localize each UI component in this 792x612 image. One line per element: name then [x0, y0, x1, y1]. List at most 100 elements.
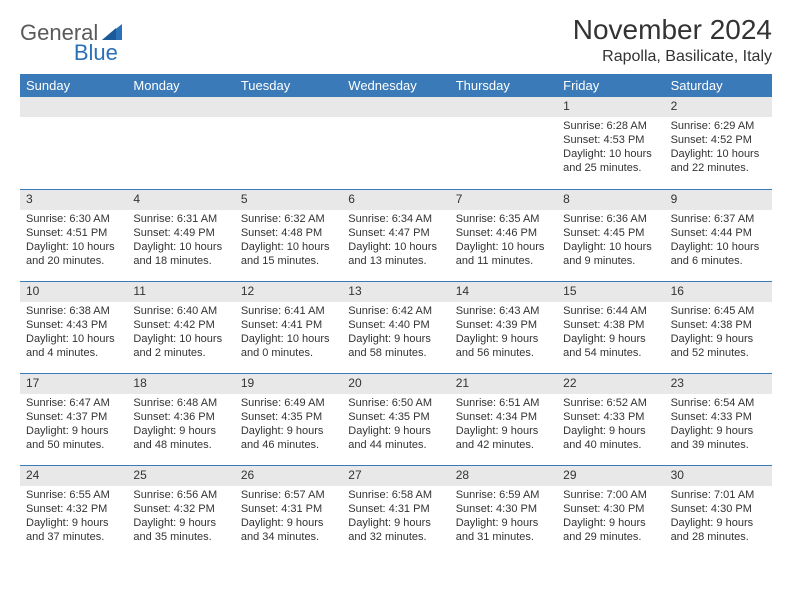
daylight-line: Daylight: 9 hours and 50 minutes.	[26, 424, 121, 453]
day-details: Sunrise: 6:47 AMSunset: 4:37 PMDaylight:…	[20, 394, 127, 457]
day-details: Sunrise: 6:30 AMSunset: 4:51 PMDaylight:…	[20, 210, 127, 273]
calendar-cell: 25 Sunrise: 6:56 AMSunset: 4:32 PMDayligh…	[127, 465, 234, 557]
day-number: 16	[665, 282, 772, 302]
day-details: Sunrise: 6:44 AMSunset: 4:38 PMDaylight:…	[557, 302, 664, 365]
day-number: 29	[557, 466, 664, 486]
daylight-line: Daylight: 10 hours and 6 minutes.	[671, 240, 766, 269]
sunrise-line: Sunrise: 6:56 AM	[133, 488, 228, 502]
sunset-line: Sunset: 4:48 PM	[241, 226, 336, 240]
calendar-cell: 3Sunrise: 6:30 AMSunset: 4:51 PMDaylight…	[20, 189, 127, 281]
day-number: 25	[127, 466, 234, 486]
sunset-line: Sunset: 4:38 PM	[563, 318, 658, 332]
day-number: 23	[665, 374, 772, 394]
day-header-fri: Friday	[557, 74, 664, 97]
daylight-line: Daylight: 9 hours and 35 minutes.	[133, 516, 228, 545]
sunrise-line: Sunrise: 6:45 AM	[671, 304, 766, 318]
calendar-cell: 21Sunrise: 6:51 AMSunset: 4:34 PMDayligh…	[450, 373, 557, 465]
sunrise-line: Sunrise: 6:47 AM	[26, 396, 121, 410]
day-details: Sunrise: 6:40 AMSunset: 4:42 PMDaylight:…	[127, 302, 234, 365]
sunrise-line: Sunrise: 6:59 AM	[456, 488, 551, 502]
day-number: 24	[20, 466, 127, 486]
calendar-header-row: Sunday Monday Tuesday Wednesday Thursday…	[20, 74, 772, 97]
sunrise-line: Sunrise: 6:32 AM	[241, 212, 336, 226]
day-number	[342, 97, 449, 117]
daylight-line: Daylight: 10 hours and 18 minutes.	[133, 240, 228, 269]
sunrise-line: Sunrise: 7:00 AM	[563, 488, 658, 502]
sunset-line: Sunset: 4:43 PM	[26, 318, 121, 332]
daylight-line: Daylight: 10 hours and 0 minutes.	[241, 332, 336, 361]
sunset-line: Sunset: 4:35 PM	[348, 410, 443, 424]
sunset-line: Sunset: 4:52 PM	[671, 133, 766, 147]
calendar-cell: 29Sunrise: 7:00 AMSunset: 4:30 PMDayligh…	[557, 465, 664, 557]
sunrise-line: Sunrise: 6:54 AM	[671, 396, 766, 410]
day-number: 19	[235, 374, 342, 394]
daylight-line: Daylight: 9 hours and 39 minutes.	[671, 424, 766, 453]
sunrise-line: Sunrise: 6:31 AM	[133, 212, 228, 226]
day-number: 6	[342, 190, 449, 210]
day-details: Sunrise: 6:58 AMSunset: 4:31 PMDaylight:…	[342, 486, 449, 549]
calendar-cell: 23Sunrise: 6:54 AMSunset: 4:33 PMDayligh…	[665, 373, 772, 465]
sunrise-line: Sunrise: 6:42 AM	[348, 304, 443, 318]
day-number: 20	[342, 374, 449, 394]
day-details: Sunrise: 7:00 AMSunset: 4:30 PMDaylight:…	[557, 486, 664, 549]
sunset-line: Sunset: 4:40 PM	[348, 318, 443, 332]
logo-blue-text: GeneBlue	[20, 40, 772, 66]
day-number: 13	[342, 282, 449, 302]
day-details: Sunrise: 6:34 AMSunset: 4:47 PMDaylight:…	[342, 210, 449, 273]
day-details: Sunrise: 6:50 AMSunset: 4:35 PMDaylight:…	[342, 394, 449, 457]
day-number: 8	[557, 190, 664, 210]
sunset-line: Sunset: 4:31 PM	[241, 502, 336, 516]
day-details: Sunrise: 6:29 AMSunset: 4:52 PMDaylight:…	[665, 117, 772, 180]
daylight-line: Daylight: 10 hours and 13 minutes.	[348, 240, 443, 269]
daylight-line: Daylight: 9 hours and 34 minutes.	[241, 516, 336, 545]
sunrise-line: Sunrise: 6:35 AM	[456, 212, 551, 226]
day-number: 15	[557, 282, 664, 302]
sunset-line: Sunset: 4:45 PM	[563, 226, 658, 240]
day-header-wed: Wednesday	[342, 74, 449, 97]
calendar-page: General November 2024 Rapolla, Basilicat…	[0, 0, 792, 557]
sunset-line: Sunset: 4:47 PM	[348, 226, 443, 240]
sunset-line: Sunset: 4:42 PM	[133, 318, 228, 332]
day-number: 1	[557, 97, 664, 117]
calendar-cell: 2Sunrise: 6:29 AMSunset: 4:52 PMDaylight…	[665, 97, 772, 189]
day-number: 22	[557, 374, 664, 394]
day-details: Sunrise: 6:32 AMSunset: 4:48 PMDaylight:…	[235, 210, 342, 273]
sunrise-line: Sunrise: 6:55 AM	[26, 488, 121, 502]
sunrise-line: Sunrise: 6:49 AM	[241, 396, 336, 410]
sunset-line: Sunset: 4:41 PM	[241, 318, 336, 332]
daylight-line: Daylight: 9 hours and 31 minutes.	[456, 516, 551, 545]
calendar-cell: 24Sunrise: 6:55 AMSunset: 4:32 PMDayligh…	[20, 465, 127, 557]
sunrise-line: Sunrise: 6:36 AM	[563, 212, 658, 226]
sunset-line: Sunset: 4:36 PM	[133, 410, 228, 424]
calendar-cell: 7Sunrise: 6:35 AMSunset: 4:46 PMDaylight…	[450, 189, 557, 281]
sunset-line: Sunset: 4:46 PM	[456, 226, 551, 240]
sunset-line: Sunset: 4:30 PM	[671, 502, 766, 516]
daylight-line: Daylight: 9 hours and 28 minutes.	[671, 516, 766, 545]
daylight-line: Daylight: 9 hours and 48 minutes.	[133, 424, 228, 453]
day-details: Sunrise: 6:55 AMSunset: 4:32 PMDaylight:…	[20, 486, 127, 549]
calendar-cell: 8Sunrise: 6:36 AMSunset: 4:45 PMDaylight…	[557, 189, 664, 281]
sunrise-line: Sunrise: 6:29 AM	[671, 119, 766, 133]
day-details: Sunrise: 7:01 AMSunset: 4:30 PMDaylight:…	[665, 486, 772, 549]
day-header-sun: Sunday	[20, 74, 127, 97]
sunrise-line: Sunrise: 6:52 AM	[563, 396, 658, 410]
daylight-line: Daylight: 10 hours and 20 minutes.	[26, 240, 121, 269]
daylight-line: Daylight: 10 hours and 2 minutes.	[133, 332, 228, 361]
day-number	[127, 97, 234, 117]
day-number: 12	[235, 282, 342, 302]
day-number: 5	[235, 190, 342, 210]
sunset-line: Sunset: 4:34 PM	[456, 410, 551, 424]
calendar-cell: 26Sunrise: 6:57 AMSunset: 4:31 PMDayligh…	[235, 465, 342, 557]
day-number	[20, 97, 127, 117]
day-details: Sunrise: 6:38 AMSunset: 4:43 PMDaylight:…	[20, 302, 127, 365]
day-number: 9	[665, 190, 772, 210]
day-details: Sunrise: 6:31 AMSunset: 4:49 PMDaylight:…	[127, 210, 234, 273]
calendar-cell-empty	[20, 97, 127, 189]
sunset-line: Sunset: 4:32 PM	[133, 502, 228, 516]
day-number: 11	[127, 282, 234, 302]
day-header-tue: Tuesday	[235, 74, 342, 97]
day-details: Sunrise: 6:52 AMSunset: 4:33 PMDaylight:…	[557, 394, 664, 457]
calendar-cell: 5Sunrise: 6:32 AMSunset: 4:48 PMDaylight…	[235, 189, 342, 281]
day-details: Sunrise: 6:49 AMSunset: 4:35 PMDaylight:…	[235, 394, 342, 457]
sunrise-line: Sunrise: 7:01 AM	[671, 488, 766, 502]
